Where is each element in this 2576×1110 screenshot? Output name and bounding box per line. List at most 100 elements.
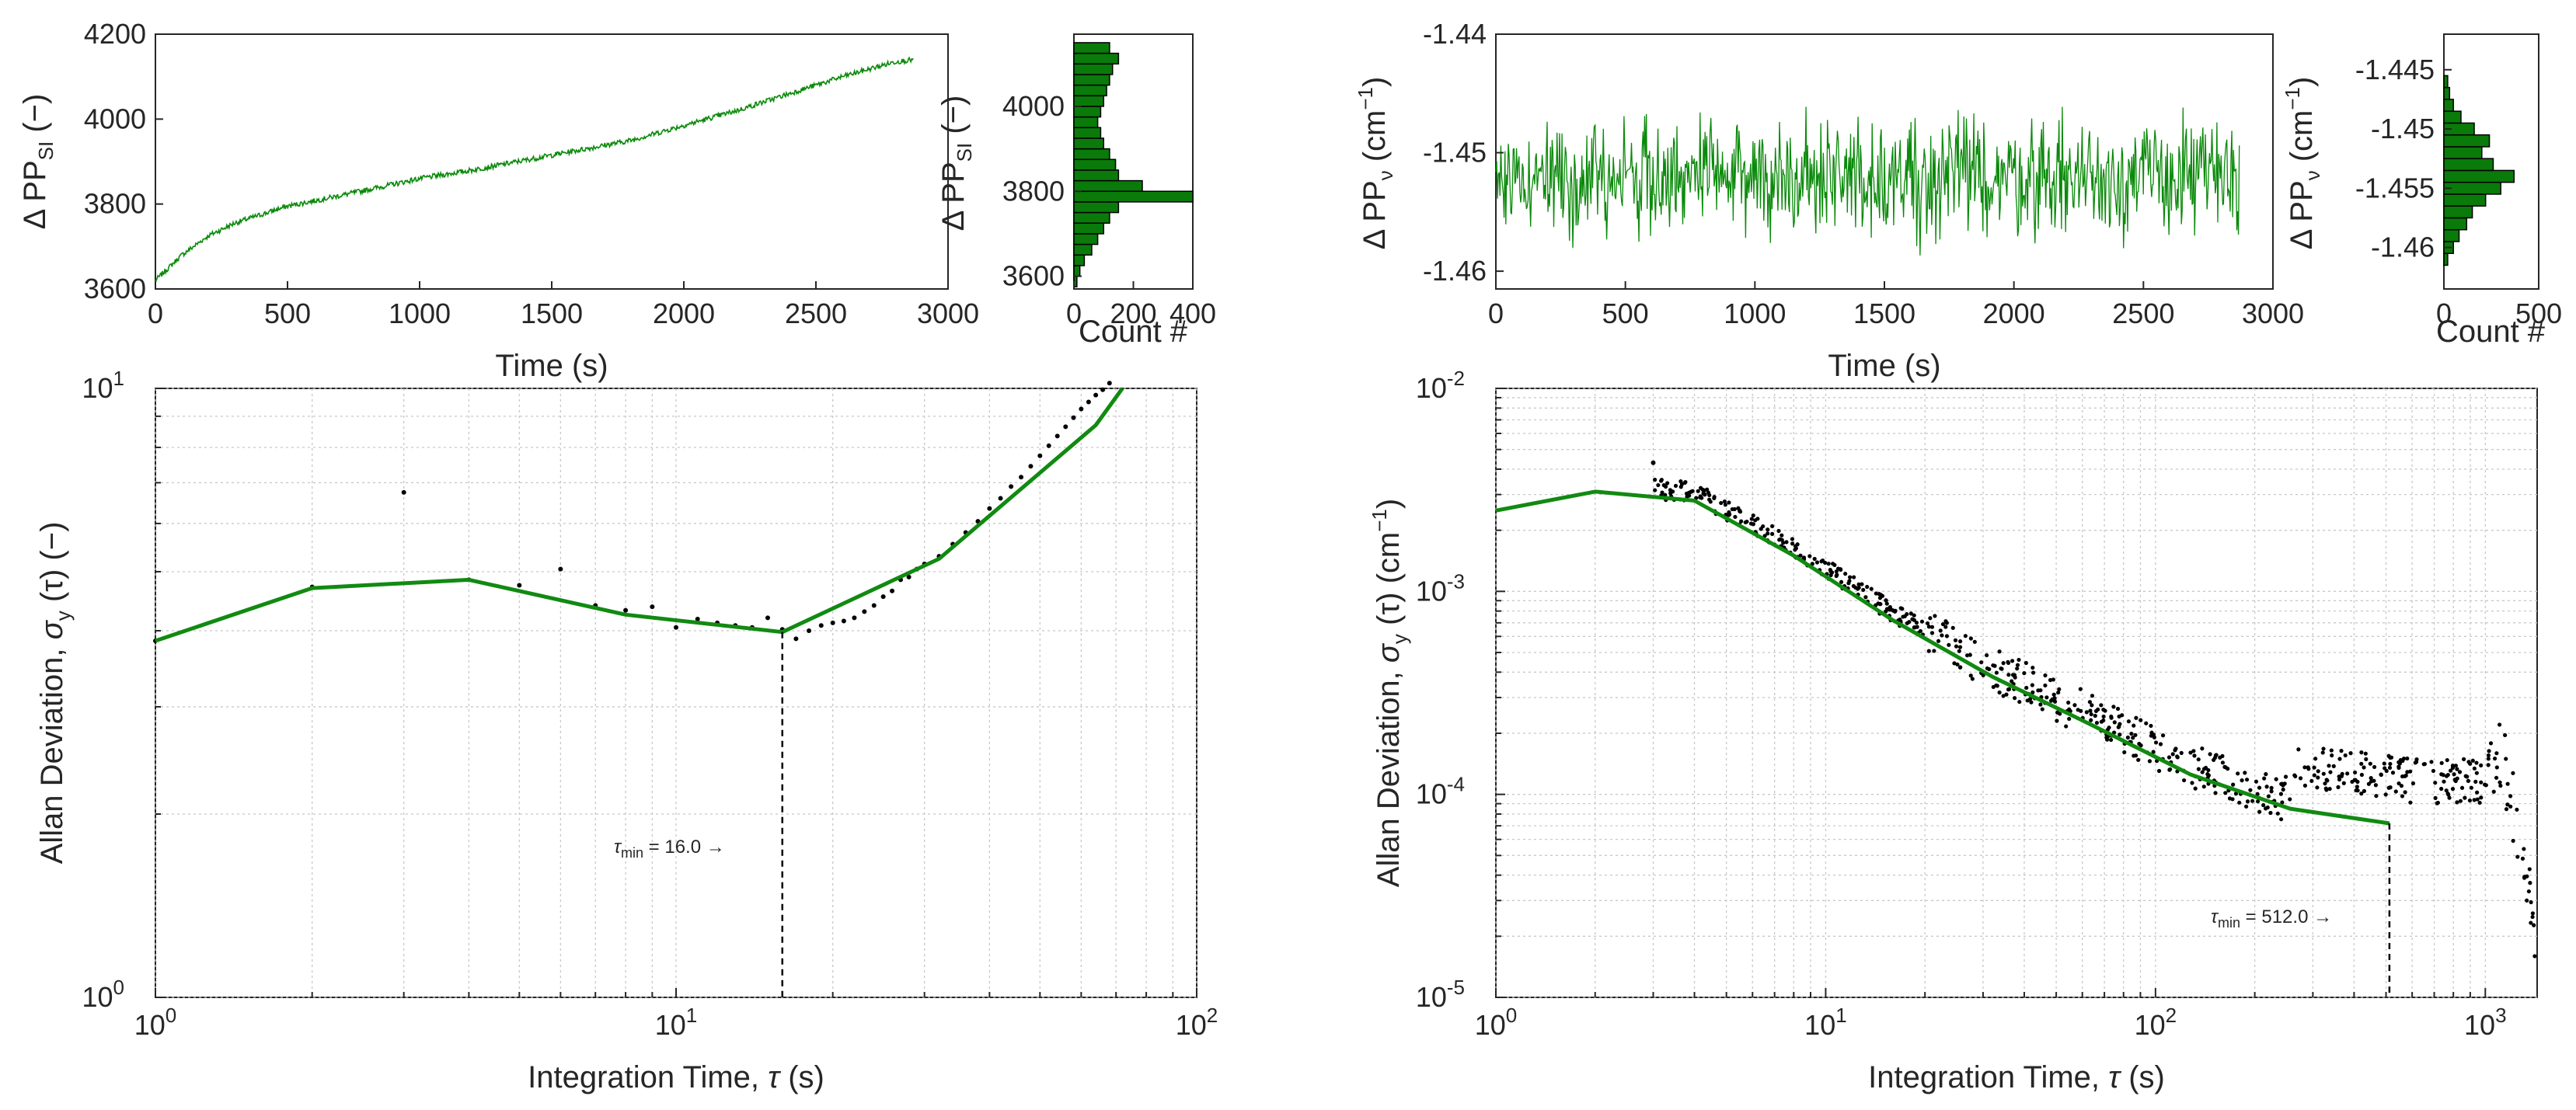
adev-si-point — [623, 607, 629, 613]
adev-nu-point — [1719, 500, 1724, 506]
adev-nu-point — [1784, 540, 1789, 545]
hist-nu-bar — [2443, 99, 2454, 112]
adev-nu-point — [2125, 735, 2130, 740]
adev-nu-point — [1940, 633, 1944, 638]
ts-nu-xlabel: Time (s) — [1828, 349, 1940, 383]
adev-nu-point — [2220, 753, 2225, 758]
adev-nu-ytick-label: 10-2 — [1416, 367, 1465, 404]
adev-nu-point — [1947, 642, 1951, 647]
adev-nu-point — [2486, 757, 2491, 761]
adev-nu-tau-min-annotation: τmin = 512.0 → — [2211, 906, 2332, 931]
adev-nu-point — [2298, 776, 2303, 781]
adev-nu-point — [1653, 478, 1657, 482]
adev-nu-xtick-label: 101 — [1804, 1004, 1847, 1041]
adev-nu-point — [2532, 954, 2537, 959]
ts-nu-xtick-label: 0 — [1488, 298, 1504, 329]
hist-si-ytick-label: 3600 — [1002, 260, 1065, 292]
adev-nu-point — [1944, 621, 1949, 625]
adev-si-point — [695, 616, 700, 621]
adev-nu-point — [1847, 575, 1853, 579]
adev-nu-point — [1766, 531, 1770, 536]
adev-nu-point — [2316, 769, 2320, 774]
adev-nu-point — [1997, 649, 2002, 654]
hist-nu-ytick-label: -1.445 — [2355, 54, 2435, 85]
adev-nu-point — [1925, 621, 1930, 626]
adev-si-point — [1093, 392, 1099, 398]
adev-nu-point — [2134, 715, 2139, 720]
adev-nu-point — [2527, 867, 2532, 872]
hist-si-ylabel: Δ PPSI (−) — [936, 96, 976, 231]
adev-nu-point — [2010, 659, 2015, 663]
adev-nu-point — [1852, 575, 1856, 579]
adev-nu-point — [2206, 767, 2211, 773]
adev-nu-point — [1733, 514, 1738, 520]
adev-nu-point — [2131, 736, 2135, 740]
adev-nu-point — [2312, 765, 2316, 770]
ts-nu-xtick-label: 1000 — [1724, 298, 1786, 329]
adev-si-point — [558, 566, 563, 572]
adev-si-ytick-label: 100 — [82, 976, 124, 1013]
adev-nu-point — [2369, 776, 2373, 781]
adev-nu-point — [1900, 607, 1905, 611]
adev-nu-point — [2529, 920, 2533, 925]
adev-nu-point — [2104, 735, 2109, 740]
adev-nu-point — [2530, 914, 2535, 920]
adev-nu-point — [2532, 923, 2536, 927]
adev-nu-point — [1814, 560, 1820, 565]
adev-nu-point — [2188, 750, 2193, 755]
adev-nu-point — [2001, 694, 2006, 698]
adev-nu-point — [2479, 780, 2484, 785]
hist-si-bar — [1073, 179, 1143, 193]
adev-nu-point — [2452, 772, 2456, 777]
adev-nu-point — [1955, 662, 1960, 667]
adev-nu-point — [2439, 772, 2444, 777]
ts-si-ytick-label: 3600 — [84, 273, 146, 304]
adev-nu-point — [2222, 764, 2227, 769]
adev-nu-point — [2461, 757, 2466, 761]
adev-nu-point — [2261, 802, 2266, 808]
hist-si-bar — [1073, 42, 1110, 54]
adev-nu-point — [2522, 875, 2527, 879]
adev-nu-point — [1905, 612, 1909, 617]
adev-nu-point — [2001, 661, 2006, 666]
adev-nu-point — [2327, 786, 2332, 792]
adev-nu-xtick-label: 103 — [2464, 1004, 2507, 1041]
adev-si-ylabel: Allan Deviation, σy (τ) (−) — [35, 522, 75, 865]
adev-nu-point — [2453, 764, 2458, 768]
adev-nu-point — [2359, 761, 2364, 766]
adev-nu-point — [2383, 766, 2387, 771]
adev-nu-point — [1908, 611, 1913, 616]
adev-si-point — [1009, 484, 1014, 489]
adev-nu-point — [2315, 785, 2320, 790]
adev-nu-point — [2450, 787, 2456, 792]
adev-nu-point — [2466, 778, 2470, 783]
adev-nu-point — [1790, 541, 1795, 546]
adev-si-point — [987, 506, 992, 511]
adev-si-point — [830, 620, 835, 625]
adev-nu-point — [2030, 665, 2035, 670]
adev-nu-point — [1698, 495, 1703, 500]
adev-nu-point — [2265, 805, 2270, 810]
ts-si-xtick-label: 3000 — [917, 298, 979, 329]
adev-nu-point — [2400, 758, 2405, 764]
adev-nu-point — [1851, 583, 1856, 589]
adev-nu-point — [2240, 778, 2244, 783]
adev-nu-point — [1957, 649, 1961, 653]
adev-nu-point — [2255, 799, 2261, 804]
adev-nu-point — [1968, 673, 1973, 678]
adev-si-point — [871, 603, 877, 608]
adev-nu-point — [2530, 911, 2536, 916]
adev-nu-point — [2515, 854, 2520, 859]
adev-si-xtick-label: 101 — [655, 1004, 698, 1041]
adev-nu-point — [2191, 749, 2196, 753]
ts-si-axes-box — [155, 33, 949, 290]
adev-nu-point — [2058, 712, 2062, 716]
adev-nu-point — [2038, 702, 2043, 707]
hist-si-bar — [1073, 127, 1102, 139]
adev-nu-point — [2079, 708, 2083, 713]
adev-nu-point — [2472, 798, 2477, 802]
adev-si-point — [1086, 399, 1091, 405]
adev-nu-point — [2400, 794, 2405, 799]
adev-nu-point — [1798, 553, 1803, 558]
adev-nu-point — [2520, 856, 2525, 861]
